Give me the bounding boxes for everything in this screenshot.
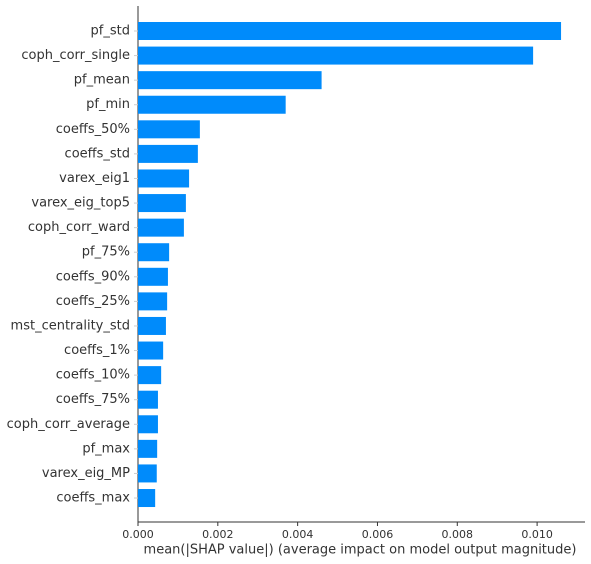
y-tick-label: coeffs_std (65, 146, 130, 161)
x-tick-label: 0.008 (442, 528, 474, 541)
x-tick-label: 0.004 (282, 528, 314, 541)
y-tick-label: pf_max (82, 441, 130, 456)
y-tick-label: coeffs_1% (64, 343, 130, 358)
y-tick-label: coeffs_max (56, 491, 130, 506)
bar (138, 464, 157, 483)
bar (138, 341, 164, 360)
bar (138, 194, 186, 213)
bar (138, 46, 534, 65)
x-tick-label: 0.000 (122, 528, 154, 541)
bar (138, 316, 166, 335)
y-tick-label: coph_corr_average (7, 417, 130, 432)
y-tick-label: varex_eig_top5 (31, 196, 130, 211)
y-tick-label: pf_min (86, 97, 130, 112)
bar (138, 95, 286, 114)
y-tick-label: varex_eig_MP (42, 466, 130, 481)
bar (138, 390, 158, 409)
y-tick-label: varex_eig1 (59, 171, 130, 186)
bar (138, 22, 562, 40)
bar (138, 489, 156, 508)
y-tick-label: coeffs_50% (56, 122, 130, 137)
bar (138, 169, 190, 188)
x-tick-label: 0.002 (202, 528, 234, 541)
bar (138, 71, 322, 90)
bar (138, 366, 162, 385)
y-tick-label: coeffs_10% (56, 368, 130, 383)
bar (138, 415, 158, 434)
y-tick-label: pf_mean (74, 73, 130, 88)
x-tick-label: 0.010 (521, 528, 553, 541)
bar (138, 144, 198, 163)
x-tick-label: 0.006 (362, 528, 394, 541)
bar (138, 439, 158, 458)
bar (138, 218, 184, 237)
y-tick-label: coeffs_25% (56, 294, 130, 309)
y-tick-label: mst_centrality_std (11, 318, 130, 333)
bar (138, 267, 168, 286)
y-tick-label: coph_corr_ward (28, 220, 130, 235)
x-axis-label: mean(|SHAP value|) (average impact on mo… (144, 543, 577, 558)
y-tick-label: pf_75% (82, 245, 130, 260)
y-tick-label: coeffs_75% (56, 392, 130, 407)
y-tick-label: coeffs_90% (56, 269, 130, 284)
bar (138, 292, 168, 311)
y-tick-label: coph_corr_single (21, 48, 130, 63)
bar (138, 120, 200, 139)
bar (138, 243, 170, 262)
y-tick-label: pf_std (91, 24, 130, 39)
